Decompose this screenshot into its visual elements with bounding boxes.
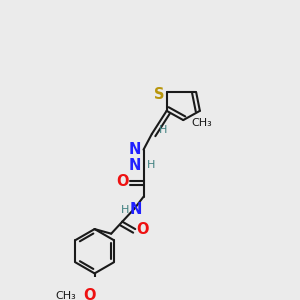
Text: CH₃: CH₃ xyxy=(191,118,212,128)
Text: S: S xyxy=(154,87,164,102)
Text: N: N xyxy=(129,158,141,173)
Text: H: H xyxy=(147,160,155,170)
Text: N: N xyxy=(130,202,142,217)
Text: O: O xyxy=(116,173,128,188)
Text: O: O xyxy=(83,288,95,300)
Text: H: H xyxy=(121,205,130,215)
Text: H: H xyxy=(159,125,167,135)
Text: CH₃: CH₃ xyxy=(56,291,76,300)
Text: N: N xyxy=(129,142,141,157)
Text: O: O xyxy=(136,222,149,237)
